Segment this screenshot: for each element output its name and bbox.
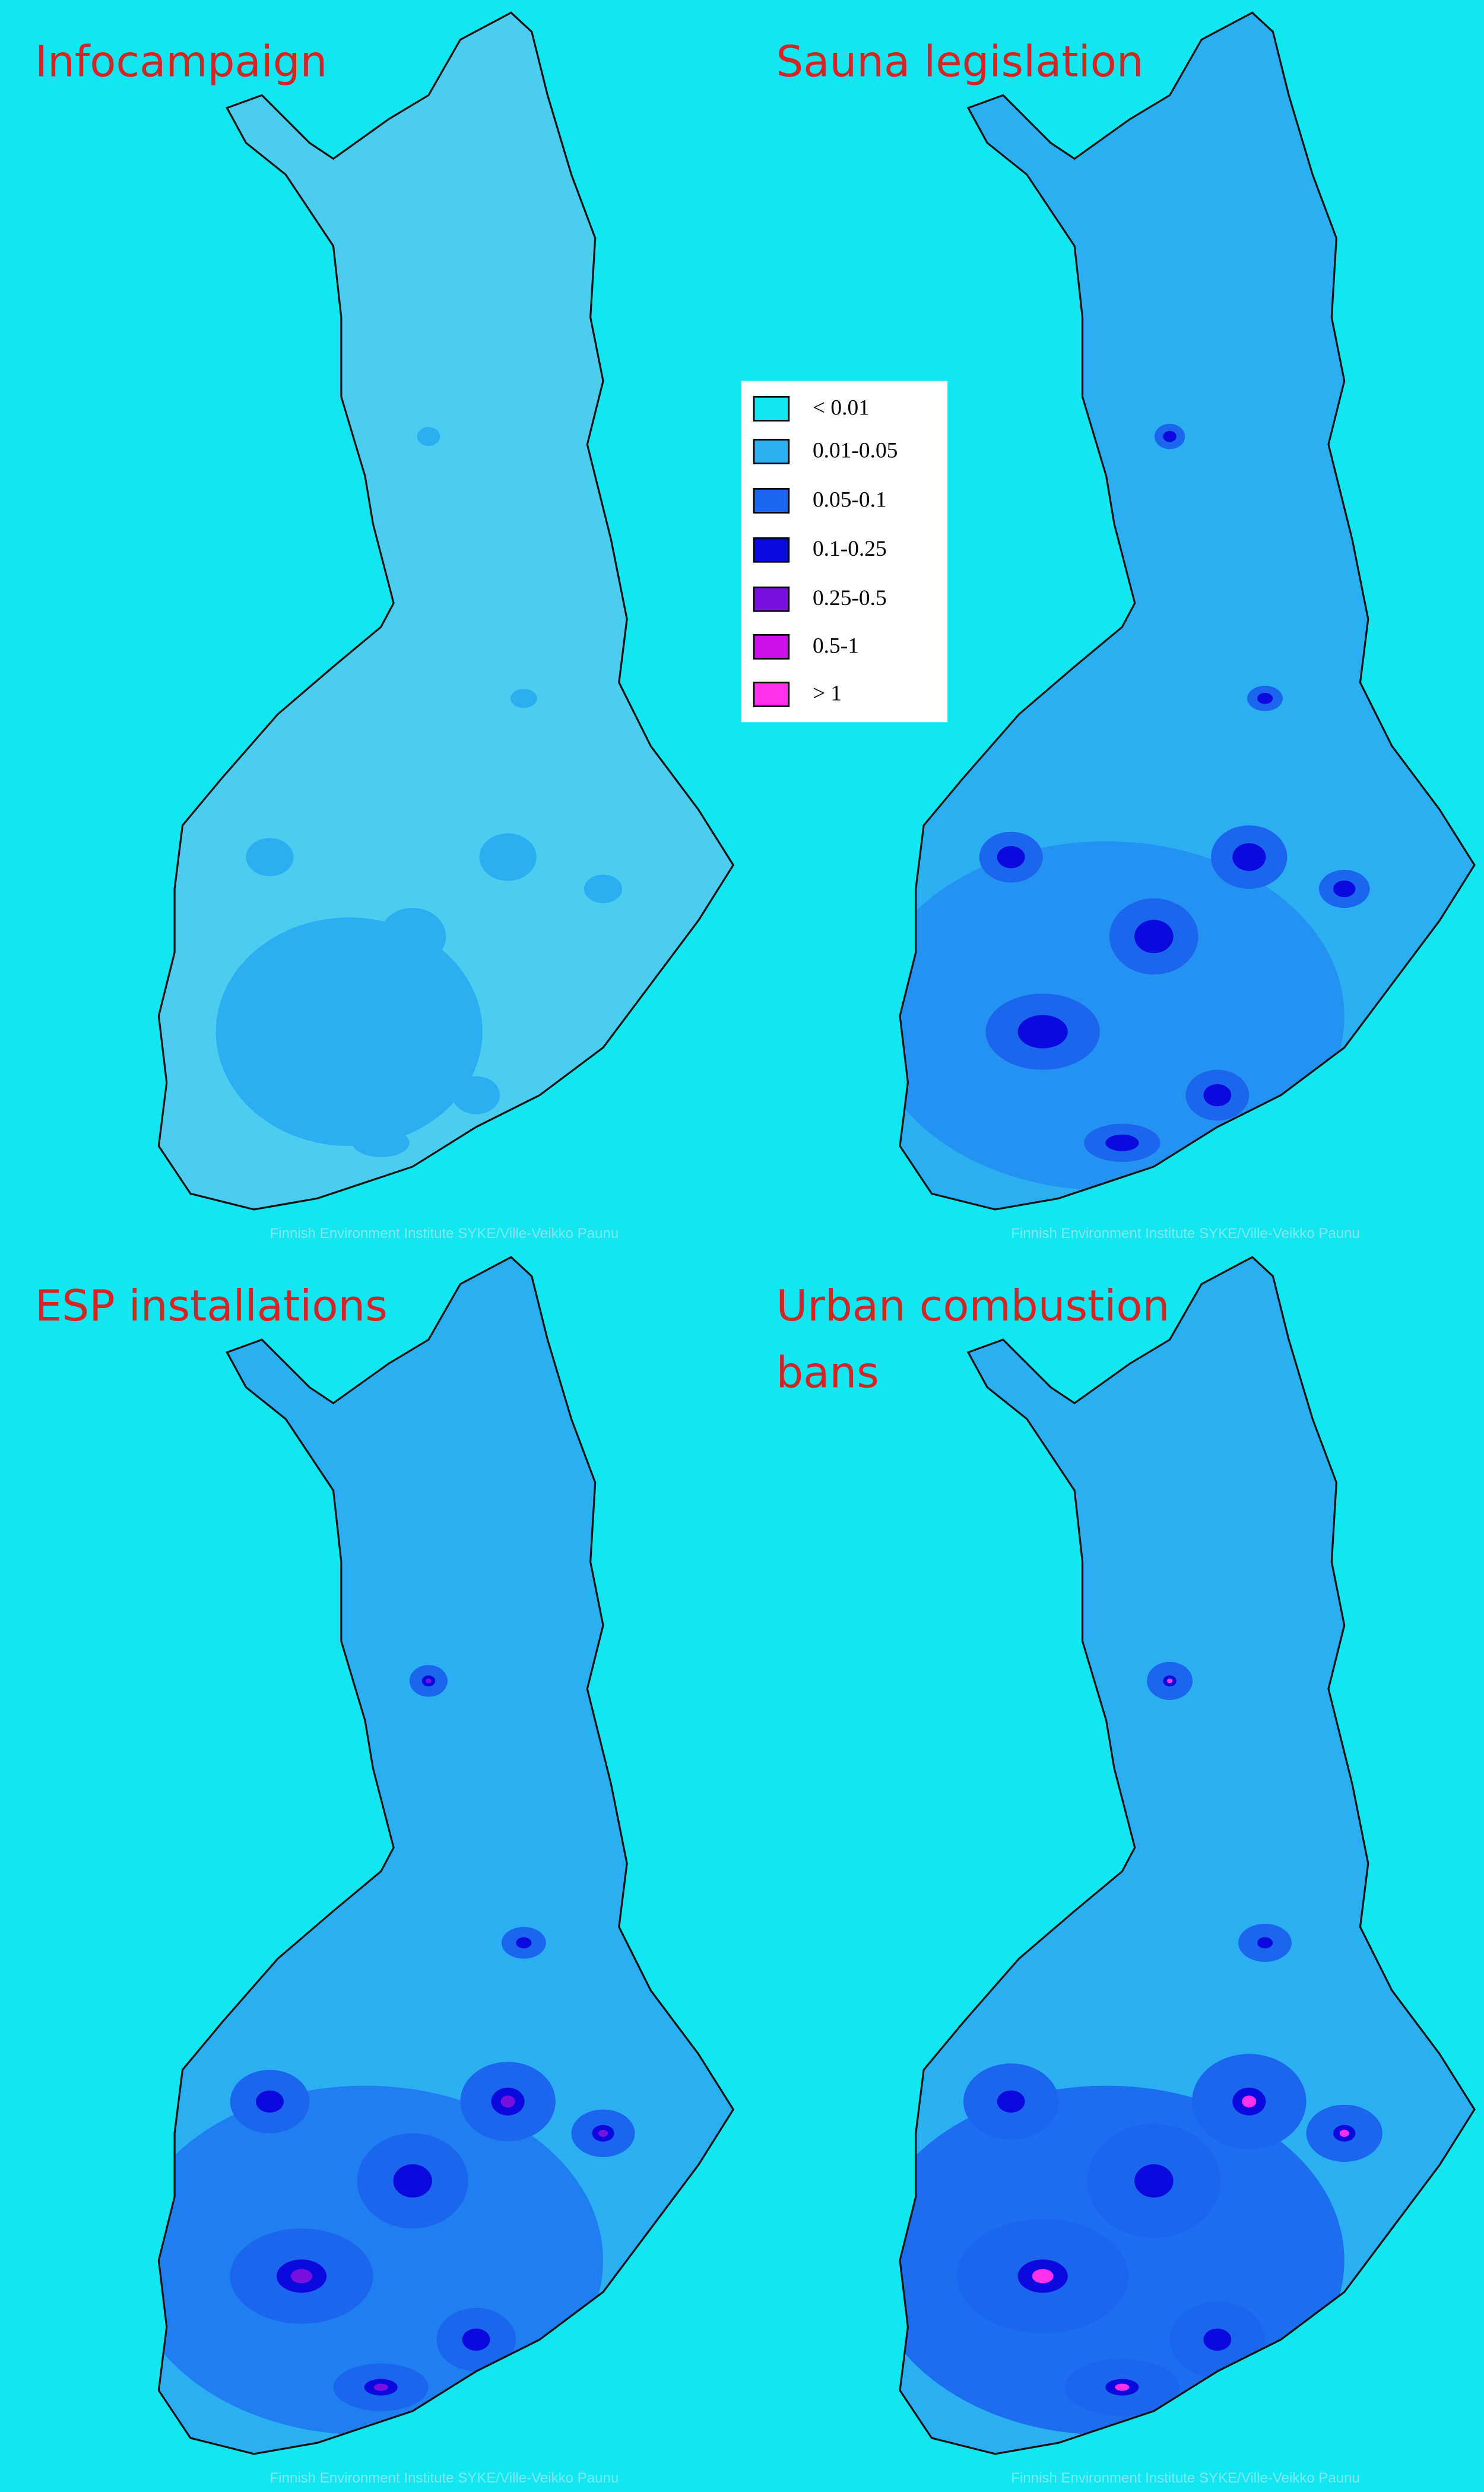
region [1333, 880, 1356, 898]
region [584, 874, 623, 904]
legend-swatch [753, 537, 790, 563]
legend-label: 0.25-0.5 [813, 586, 887, 610]
legend-label: 0.1-0.25 [813, 537, 887, 561]
region [246, 838, 294, 876]
region [479, 833, 537, 881]
legend-swatch [753, 682, 790, 707]
region [379, 908, 446, 965]
region [373, 2383, 388, 2391]
legend-swatch [753, 488, 790, 514]
region [516, 1937, 532, 1949]
panel-title: Sauna legislation [776, 37, 1143, 87]
region [462, 2328, 490, 2351]
panel-title: bans [776, 1348, 879, 1398]
credit: Finnish Environment Institute SYKE/Ville… [270, 1226, 619, 1242]
region [1134, 2164, 1174, 2198]
region [258, 1003, 345, 1060]
panel-title: Urban combustion [776, 1281, 1169, 1331]
legend-swatch [753, 395, 790, 422]
region [1115, 2383, 1130, 2391]
region [1134, 920, 1174, 954]
legend-label: < 0.01 [813, 395, 870, 420]
region [1242, 2095, 1257, 2108]
legend-label: 0.5-1 [813, 634, 859, 658]
region [1017, 1015, 1068, 1049]
region [510, 689, 537, 708]
region [290, 2269, 313, 2284]
region [1257, 692, 1273, 704]
region [215, 917, 483, 1147]
region [997, 846, 1025, 869]
region [256, 2090, 284, 2113]
region [417, 427, 440, 447]
region [997, 2090, 1025, 2113]
region [1163, 430, 1177, 442]
region [1203, 2328, 1232, 2351]
legend-label: 0.01-0.05 [813, 438, 898, 463]
region [393, 2164, 432, 2198]
credit: Finnish Environment Institute SYKE/Ville… [1011, 1226, 1360, 1242]
region [1105, 1134, 1139, 1151]
region [452, 1076, 500, 1114]
legend: < 0.01 0.01-0.05 0.05-0.1 0.1-0.25 0.25-0.5 0… [741, 381, 948, 723]
region [426, 1678, 432, 1683]
credit: Finnish Environment Institute SYKE/Ville… [270, 2470, 619, 2486]
legend-swatch [753, 586, 790, 612]
legend-swatch [753, 439, 790, 464]
region [1032, 2269, 1054, 2284]
legend-swatch [753, 634, 790, 660]
credit: Finnish Environment Institute SYKE/Ville… [1011, 2470, 1360, 2486]
region [1257, 1937, 1273, 1949]
panel-title: Infocampaign [35, 37, 328, 87]
legend-label: > 1 [813, 681, 842, 705]
region [1203, 1084, 1232, 1107]
region [1232, 843, 1266, 871]
region [598, 2129, 608, 2137]
region [1166, 1678, 1173, 1683]
legend-label: 0.05-0.1 [813, 487, 887, 512]
panel-title: ESP installations [35, 1281, 388, 1331]
region [1339, 2129, 1349, 2137]
region [500, 2095, 515, 2108]
region [352, 1128, 410, 1157]
